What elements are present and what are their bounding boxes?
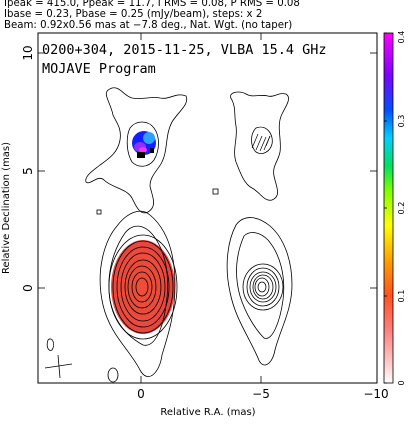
y-tick-1: 5 — [21, 167, 35, 175]
x-tick-1: −5 — [252, 387, 270, 401]
colorbar-tick-3: 0.3 — [397, 115, 406, 128]
header-line-3: Beam: 0.92x0.56 mas at −7.8 deg., Nat. W… — [4, 20, 293, 31]
polarization-vectors — [251, 133, 271, 152]
core-inner — [121, 257, 161, 317]
polarization-blob — [132, 131, 156, 158]
colorbar-tick-0: 0 — [397, 380, 406, 385]
plot-title: 0200+304, 2015-11-25, VLBA 15.4 GHz — [42, 42, 326, 58]
colorbar-tick-4: 0.4 — [397, 31, 406, 44]
x-tick-2: −10 — [363, 387, 388, 401]
y-tick-2: 10 — [21, 45, 35, 60]
axis-ticks — [38, 33, 377, 383]
right-pol-contours — [226, 91, 293, 366]
left-core-contours — [99, 210, 178, 377]
y-axis-label: Relative Declination (mas) — [1, 142, 12, 274]
left-jet-contours — [85, 87, 188, 214]
beam-marker — [44, 354, 73, 379]
header-line-2: Ibase = 0.23, Pbase = 0.25 (mJy/beam), s… — [4, 9, 263, 20]
small-noise-contours — [46, 188, 219, 383]
colorbar-tick-1: 0.1 — [397, 290, 406, 303]
x-tick-0: 0 — [137, 387, 145, 401]
plot-frame — [37, 32, 378, 384]
x-axis-label: Relative R.A. (mas) — [160, 407, 255, 418]
y-tick-0: 0 — [21, 284, 35, 292]
header-line-1: Ipeak = 415.0, Ppeak = 11.7, I RMS = 0.0… — [4, 0, 300, 9]
colorbar-tick-2: 0.2 — [397, 202, 406, 215]
colorbar-ticks — [384, 32, 387, 384]
plot-subtitle: MOJAVE Program — [42, 61, 156, 77]
